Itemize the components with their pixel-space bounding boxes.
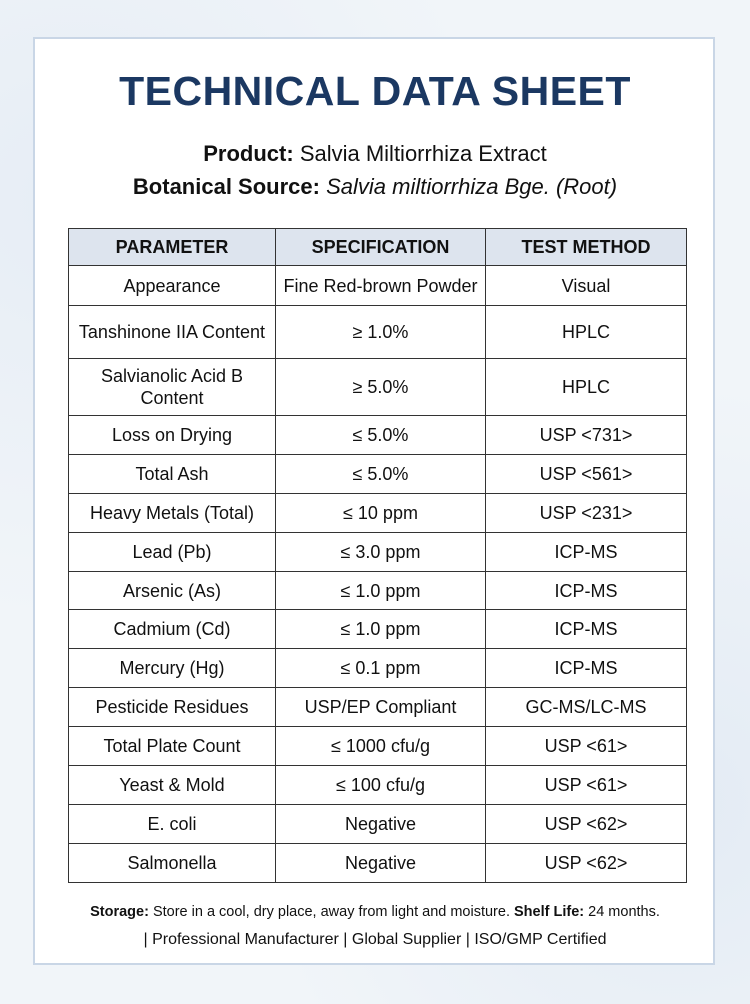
cell: Pesticide Residues (68, 687, 276, 728)
cell: Loss on Drying (68, 415, 276, 455)
cell: Negative (275, 803, 486, 844)
cell: ≤ 5.0% (275, 415, 486, 455)
cell: E. coli (68, 803, 276, 844)
title: TECHNICAL DATA SHEET (119, 68, 631, 114)
value: Store in a cool, dry place, away from li… (152, 904, 510, 920)
cell: HPLC (485, 305, 687, 359)
cell: ≤ 1000 cfu/g (275, 726, 486, 767)
tagline: | Professional Manufacturer | Global Sup… (143, 931, 607, 948)
header-row: PARAMETER SPECIFICATION TEST METHOD (68, 228, 687, 266)
table-row: Total Ash ≤ 5.0% USP <561> (68, 453, 687, 494)
cell: ≤ 1.0 ppm (275, 609, 486, 650)
spec-table: PARAMETER SPECIFICATION TEST METHOD Appear… (68, 228, 687, 883)
table-row: Total Plate Count ≤ 1000 cfu/g USP <61> (68, 726, 687, 767)
table-row: Appearance Fine Red-brown Powder Visual (68, 265, 687, 306)
cell: USP/EP Compliant (275, 687, 486, 728)
cell: HPLC (485, 358, 687, 416)
cell: ≤ 3.0 ppm (275, 531, 486, 572)
cell: Negative (275, 842, 486, 883)
cell: ICP-MS (485, 531, 687, 572)
cell: USP <731> (485, 415, 687, 455)
cell: ICP-MS (485, 570, 687, 611)
table-row: Salmonella Negative USP <62> (68, 842, 687, 883)
cell: Salvianolic Acid B Content (68, 358, 276, 416)
cell: Cadmium (Cd) (68, 609, 276, 650)
cell: Mercury (Hg) (68, 648, 276, 689)
cell: Appearance (68, 265, 276, 306)
table-row: Pesticide Residues USP/EP Compliant GC-MS/… (68, 687, 687, 728)
table-row: Arsenic (As) ≤ 1.0 ppm ICP-MS (68, 570, 687, 611)
cell: GC-MS/LC-MS (485, 687, 687, 728)
cell: ≥ 5.0% (275, 358, 486, 416)
cell: ICP-MS (485, 648, 687, 689)
storage-line: Storage: Store in a cool, dry place, awa… (0, 904, 750, 920)
cell: USP <61> (485, 726, 687, 767)
column-header: SPECIFICATION (275, 228, 486, 266)
cell: ≤ 100 cfu/g (275, 765, 486, 805)
label: Shelf Life: (514, 904, 585, 920)
cell: USP <561> (485, 453, 687, 494)
label: Botanical Source: (132, 174, 320, 199)
cell: ICP-MS (485, 609, 687, 650)
source-line: Botanical Source: Salvia miltiorrhiza Bg… (0, 174, 750, 200)
cell: USP <61> (485, 765, 687, 805)
product-line: Product: Salvia Miltiorrhiza Extract (0, 141, 750, 167)
cell: Visual (485, 265, 687, 306)
value: Salvia Miltiorrhiza Extract (299, 141, 547, 166)
cell: Tanshinone IIA Content (68, 305, 276, 359)
cell: USP <62> (485, 842, 687, 883)
value: Salvia miltiorrhiza Bge. (Root) (326, 174, 618, 199)
table-row: E. coli Negative USP <62> (68, 803, 687, 844)
cell: ≤ 5.0% (275, 453, 486, 494)
table-body: Appearance Fine Red-brown Powder Visual Tan… (68, 265, 687, 883)
cell: ≤ 0.1 ppm (275, 648, 486, 689)
table-row: Tanshinone IIA Content ≥ 1.0% HPLC (68, 305, 687, 359)
cell: ≥ 1.0% (275, 305, 486, 359)
cell: Heavy Metals (Total) (68, 492, 276, 533)
table-row: Yeast & Mold ≤ 100 cfu/g USP <61> (68, 765, 687, 805)
cell: USP <62> (485, 803, 687, 844)
table-row: Heavy Metals (Total) ≤ 10 ppm USP <231> (68, 492, 687, 533)
label: Product: (203, 141, 294, 166)
cell: Total Plate Count (68, 726, 276, 767)
table-row: Cadmium (Cd) ≤ 1.0 ppm ICP-MS (68, 609, 687, 650)
column-header: PARAMETER (68, 228, 276, 266)
table-row: Loss on Drying ≤ 5.0% USP <731> (68, 415, 687, 455)
column-header: TEST METHOD (485, 228, 687, 266)
cell: Total Ash (68, 453, 276, 494)
cell: Yeast & Mold (68, 765, 276, 805)
cell: Salmonella (68, 842, 276, 883)
cell: Arsenic (As) (68, 570, 276, 611)
value: 24 months. (588, 904, 660, 920)
cell: ≤ 10 ppm (275, 492, 486, 533)
table-row: Lead (Pb) ≤ 3.0 ppm ICP-MS (68, 531, 687, 572)
table-row: Mercury (Hg) ≤ 0.1 ppm ICP-MS (68, 648, 687, 689)
table-row: Salvianolic Acid B Content ≥ 5.0% HPLC (68, 358, 687, 416)
label: Storage: (90, 904, 149, 920)
cell: ≤ 1.0 ppm (275, 570, 486, 611)
cell: Lead (Pb) (68, 531, 276, 572)
cell: Fine Red-brown Powder (275, 265, 486, 306)
cell: USP <231> (485, 492, 687, 533)
